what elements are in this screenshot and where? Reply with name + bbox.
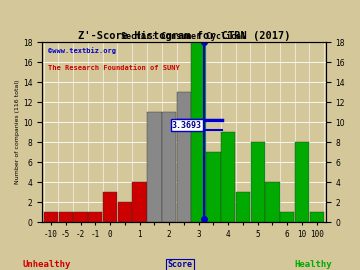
Text: The Research Foundation of SUNY: The Research Foundation of SUNY — [48, 65, 180, 72]
Bar — [310, 212, 324, 222]
Text: Score: Score — [167, 260, 193, 269]
Bar — [118, 202, 132, 222]
Bar — [44, 212, 58, 222]
Bar — [147, 112, 162, 222]
Bar — [221, 132, 235, 222]
Bar — [280, 212, 294, 222]
Bar — [206, 152, 221, 222]
Text: 3.3693: 3.3693 — [172, 121, 202, 130]
Bar — [132, 182, 147, 222]
Bar — [103, 192, 117, 222]
Text: Sector: Consumer Cyclical: Sector: Consumer Cyclical — [121, 32, 246, 41]
Bar — [162, 112, 176, 222]
Bar — [59, 212, 73, 222]
Bar — [265, 182, 280, 222]
Bar — [88, 212, 103, 222]
Bar — [295, 142, 309, 222]
Bar — [177, 92, 191, 222]
Bar — [236, 192, 250, 222]
Text: ©www.textbiz.org: ©www.textbiz.org — [48, 48, 116, 54]
Bar — [192, 42, 206, 222]
Bar — [73, 212, 88, 222]
Title: Z'-Score Histogram for CTRN (2017): Z'-Score Histogram for CTRN (2017) — [78, 31, 290, 41]
Text: Healthy: Healthy — [294, 260, 332, 269]
Bar — [251, 142, 265, 222]
Text: Unhealthy: Unhealthy — [23, 260, 71, 269]
Y-axis label: Number of companies (116 total): Number of companies (116 total) — [15, 80, 20, 184]
